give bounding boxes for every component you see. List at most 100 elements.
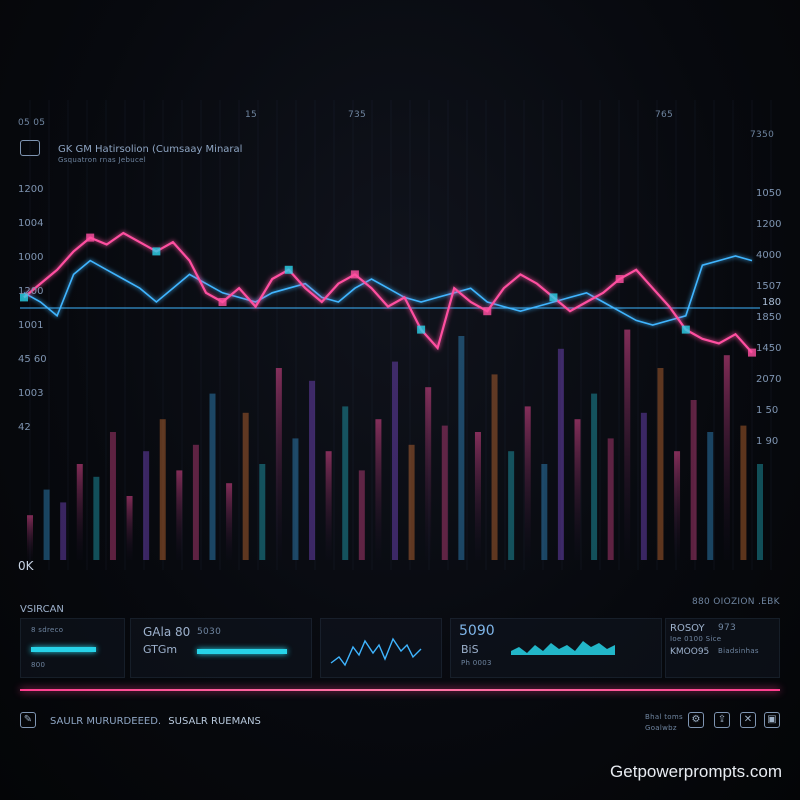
footer-note-2: Goalwbz [645,724,677,732]
separator-glow-line [20,689,780,691]
volume-bar [126,496,133,560]
y-left-tick-label: 1200 [18,286,43,297]
volume-bar [690,400,697,560]
footer-note-1: Bhal toms [645,713,683,721]
y-left-tick-label: 1000 [18,252,43,263]
volume-bar [342,406,349,560]
panel-5-line-1: Ioe 0100 Sice [670,635,722,643]
y-right-tick-label: 1507 [756,281,781,292]
volume-bar [640,412,647,560]
pink-series-point [86,233,95,242]
panel-5-value: 973 [718,623,737,633]
volume-bar [723,355,730,560]
stat-panel-5[interactable]: ROSOY 973 Ioe 0100 Sice KMOO95 Biadsinha… [665,618,780,678]
stat-panel-1[interactable]: 8 sdreco 800 [20,618,125,678]
volume-bar [458,336,465,560]
stat-panel-2[interactable]: GAla 80 5030 GTGm [130,618,312,678]
panel-5-subtitle: KMOO95 [670,647,710,657]
volume-bar [541,464,548,560]
pink-series-point [350,270,359,279]
x-axis-label: 0K [18,559,35,573]
y-right-tick-label: 1200 [756,219,781,230]
pink-series-point [218,298,227,306]
blue-series-line [23,255,753,326]
corner-label: 05 05 [18,118,46,128]
share-icon[interactable]: ⇪ [714,712,730,728]
volume-bar [259,464,266,560]
pink-series-point [681,325,690,334]
y-left-tick-label: 1200 [18,184,43,195]
watermark: Getpowerprompts.com [610,762,782,781]
volume-bar [358,470,365,560]
volume-bar [275,368,282,560]
volume-bar [143,451,150,560]
top-tick-1: 15 [245,110,258,120]
chart-title: GK GM Hatirsolion (Cumsaay Minaral [58,144,243,155]
volume-bar [375,419,382,560]
y-axis-right-labels: 1050 1200 4000 1507 1850 1450 2070 1 50 1 90 [756,188,781,447]
chart-subtitle: Gsquatron rnas Jebucel [58,156,146,164]
y-right-tick-label: 2070 [756,374,781,385]
y-right-tick-label: 4000 [756,250,781,261]
y-left-tick-label: 42 [18,422,31,433]
volume-bar [93,476,100,560]
main-chart: 1200 1004 1000 1200 1001 45 60 1003 42 1050 1200… [18,100,781,573]
volume-bar [159,419,166,560]
save-icon[interactable]: ▣ [764,712,780,728]
pink-series-point [549,293,558,302]
panel-1-bottom: 800 [31,661,46,669]
footer-highlight: SUSALR RUEMANS [168,716,261,727]
volume-bar [707,432,714,560]
y-right-tick-label: 1 50 [756,405,778,416]
panel-4-big: 5090 [459,623,495,639]
tools-icon[interactable]: ✕ [740,712,756,728]
volume-bar [474,432,481,560]
volume-bar [309,380,316,560]
top-tick-2: 735 [348,110,367,120]
pink-series-point [615,275,624,283]
volume-bar [441,425,448,560]
panel-2-big2: GTGm [143,643,178,656]
volume-bar [60,502,67,560]
volume-bar [76,464,83,560]
volume-bar [740,425,747,560]
volume-bar [624,329,631,560]
volume-bar [425,387,432,560]
volume-bar [292,438,299,560]
panel-4-note: Ph 0003 [461,659,492,667]
settings-icon[interactable]: ⚙ [688,712,704,728]
y-right-tick-label: 1 90 [756,436,778,447]
panel-2-bar [197,649,287,654]
volume-bar [591,393,598,560]
volume-bar [674,451,681,560]
y-left-tick-label: 1003 [18,388,43,399]
section-label: VSIRCAN [20,604,64,615]
pink-series-point [417,325,426,334]
panel-1-top: 8 sdreco [31,626,64,634]
volume-bar [491,374,498,560]
y-right-tick-label: 1050 [756,188,781,199]
pink-series-point [152,247,161,256]
panel-5-line-2: Biadsinhas [718,647,759,655]
panel-1-bar [31,647,96,652]
volume-bar [325,451,332,560]
footer-text-main: SAULR MURURDEEED. [50,716,162,727]
stat-panel-3[interactable] [320,618,442,678]
volume-bar [209,393,216,560]
volume-bar [557,348,564,560]
chart-icon[interactable] [20,140,40,156]
baseline-label: 180 [762,297,781,308]
pink-series-point [483,307,492,316]
pink-series-point [284,265,293,274]
y-left-tick-label: 1001 [18,320,43,331]
volume-bar [408,444,415,560]
volume-bars [27,329,763,560]
top-right-label: 7350 [750,130,775,140]
panel-4-big2: BiS [461,643,479,656]
y-right-tick-label: 1850 [756,312,781,323]
volume-bar [192,444,199,560]
stat-panel-4[interactable]: 5090 BiS Ph 0003 [450,618,662,678]
volume-bar [226,483,233,560]
volume-bar [508,451,515,560]
edit-icon[interactable]: ✎ [20,712,36,728]
